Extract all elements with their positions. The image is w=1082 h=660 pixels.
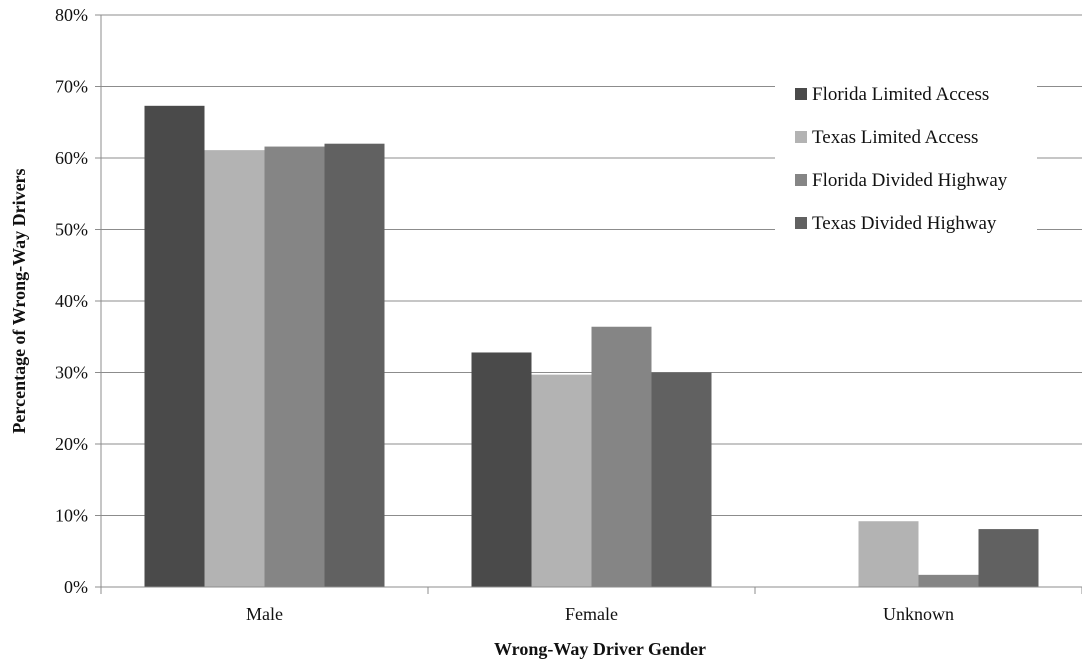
bar: [978, 529, 1039, 587]
legend-label: Texas Divided Highway: [812, 213, 997, 234]
bar: [531, 374, 592, 587]
bar: [144, 105, 205, 588]
y-tick-label: 50%: [55, 220, 88, 240]
bar: [204, 150, 265, 587]
bar: [324, 143, 385, 587]
legend-swatch: [795, 88, 807, 100]
y-tick-label: 70%: [55, 77, 88, 97]
axes: 0% 10% 20% 30% 40% 50% 60% 70% 80% Male Female Unkn…: [55, 5, 1082, 624]
y-tick-label: 40%: [55, 291, 88, 311]
x-tick-label: Female: [565, 604, 618, 624]
y-axis-title: Percentage of Wrong-Way Drivers: [9, 168, 29, 433]
bar: [651, 372, 712, 587]
legend-background: [775, 78, 1037, 246]
legend-swatch: [795, 174, 807, 186]
y-tick-label: 80%: [55, 5, 88, 25]
bar: [471, 352, 532, 587]
bar: [858, 521, 919, 587]
legend-swatch: [795, 131, 807, 143]
legend-label: Florida Limited Access: [812, 84, 989, 105]
legend-label: Florida Divided Highway: [812, 170, 1008, 191]
y-tick-label: 60%: [55, 148, 88, 168]
x-tick-label: Male: [246, 604, 283, 624]
y-tick-label: 30%: [55, 363, 88, 383]
legend-swatch: [795, 217, 807, 229]
y-tick-label: 10%: [55, 506, 88, 526]
x-tick-label: Unknown: [883, 604, 954, 624]
legend: Florida Limited Access Texas Limited Acce…: [775, 78, 1037, 246]
x-axis-title: Wrong-Way Driver Gender: [494, 639, 706, 659]
y-tick-label: 20%: [55, 434, 88, 454]
legend-label: Texas Limited Access: [812, 127, 978, 148]
y-tick-label: 0%: [64, 577, 88, 597]
bar: [918, 574, 979, 587]
bar: [591, 326, 652, 587]
bar: [264, 146, 325, 587]
bars: [144, 105, 1039, 588]
